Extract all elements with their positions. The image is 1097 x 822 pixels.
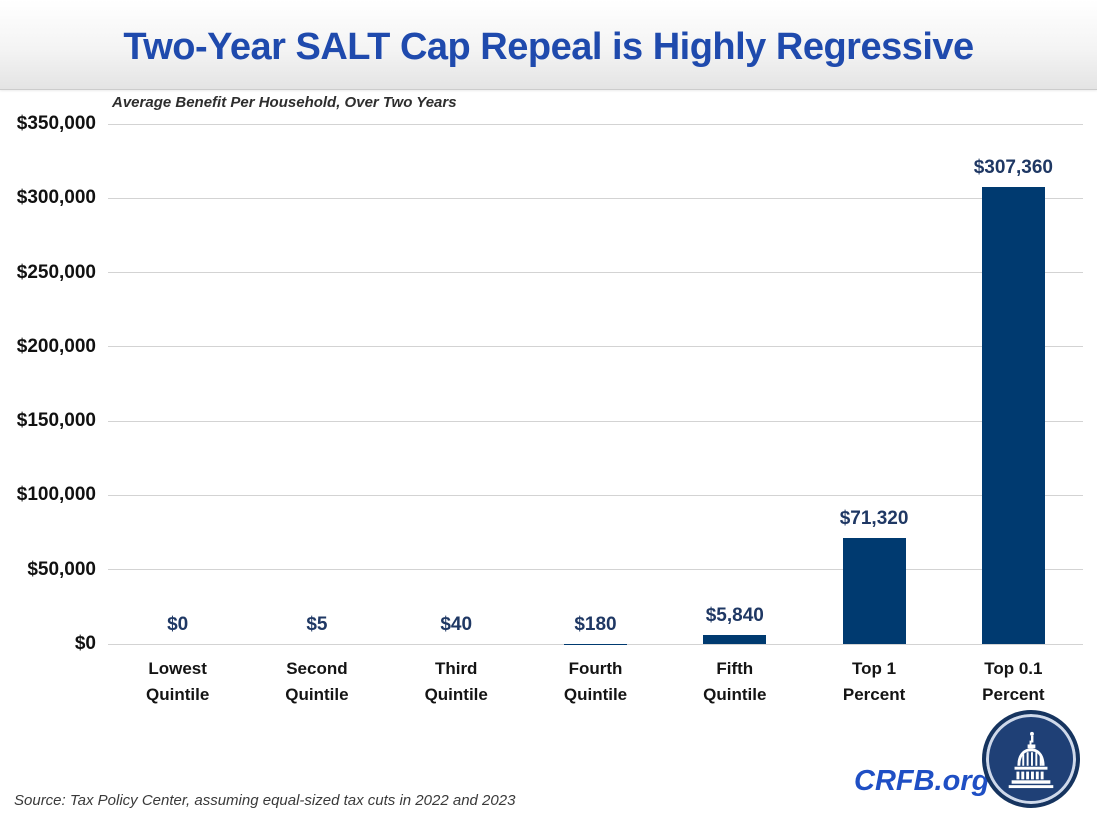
x-axis-category-label: Top 1 Percent: [842, 659, 906, 704]
bar-value-label: $40: [440, 613, 473, 635]
gridline: [108, 272, 1083, 274]
gridline: [108, 643, 1083, 645]
y-axis-tick-label: $50,000: [27, 558, 96, 580]
bar-5: [703, 635, 767, 644]
gridline: [108, 420, 1083, 422]
x-axis-category-label: Lowest Quintile: [146, 659, 210, 704]
crfb-brand-text: CRFB.org: [854, 765, 990, 797]
bar-value-label: $5: [306, 614, 328, 635]
gridline: [108, 569, 1083, 571]
y-axis-tick-label: $100,000: [16, 484, 96, 506]
page-title: Two-Year SALT Cap Repeal is Highly Regre…: [123, 26, 974, 68]
header-band: Two-Year SALT Cap Repeal is Highly Regre…: [0, 0, 1097, 90]
y-axis-tick-label: $0: [74, 633, 96, 654]
y-axis-tick-label: $250,000: [16, 261, 96, 283]
crfb-logo: [982, 710, 1080, 808]
bar-value-label: $71,320: [839, 508, 909, 530]
y-axis-tick-label: $350,000: [16, 113, 96, 134]
bar-7: [981, 187, 1045, 644]
gridline: [108, 197, 1083, 199]
bar-chart-plot-area: $0 $50,000 $100,000 $150,000 $200,000 $250,00…: [0, 113, 1097, 654]
bar-6: [842, 538, 906, 644]
bar-value-label: $0: [167, 614, 189, 635]
x-axis-category-label: Third Quintile: [424, 659, 488, 704]
bar-value-label: $180: [574, 613, 617, 635]
bar-value-label: $5,840: [705, 605, 764, 627]
x-axis-category-label: Fifth Quintile: [703, 659, 767, 704]
y-axis-tick-label: $150,000: [16, 410, 96, 432]
y-axis-tick-label: $200,000: [16, 335, 96, 357]
x-axis-category-label: Second Quintile: [285, 659, 349, 704]
gridline: [108, 346, 1083, 348]
x-axis-category-label: Fourth Quintile: [563, 659, 628, 704]
x-axis-category-label: Top 0.1 Percent: [982, 659, 1045, 704]
source-note: Source: Tax Policy Center, assuming equa…: [14, 792, 516, 809]
x-axis-labels: Lowest Quintile Second Quintile Third Quintil…: [0, 656, 1097, 716]
capitol-dome-icon: [1000, 728, 1062, 790]
chart-subtitle: Average Benefit Per Household, Over Two …: [112, 94, 457, 111]
gridline: [108, 123, 1083, 125]
gridline: [108, 494, 1083, 496]
bar-value-label: $307,360: [973, 157, 1053, 179]
y-axis-tick-label: $300,000: [16, 187, 96, 209]
